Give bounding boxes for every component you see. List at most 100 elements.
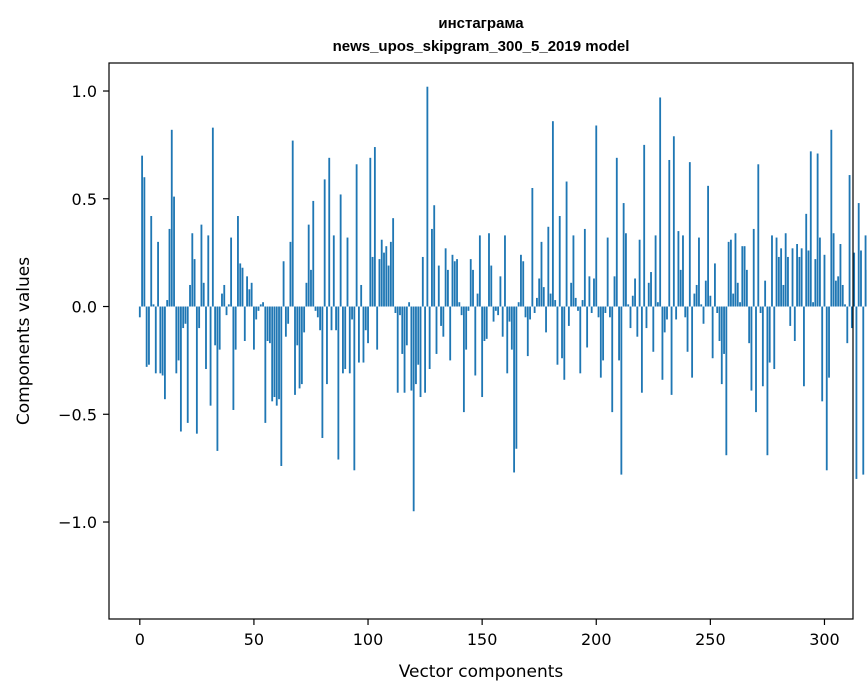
bar (812, 302, 814, 307)
bar (447, 269, 449, 307)
bar (618, 306, 620, 361)
bar (586, 306, 589, 348)
bar (780, 248, 783, 307)
bar (791, 248, 794, 307)
bar (225, 306, 228, 316)
bar (200, 224, 203, 307)
bar (357, 306, 360, 363)
chart-subtitle: news_upos_skipgram_300_5_2019 model (333, 38, 630, 55)
bar (460, 306, 463, 316)
bar (803, 306, 805, 387)
bar (456, 259, 458, 307)
bar (723, 306, 725, 354)
bar (522, 261, 525, 307)
bar (773, 306, 776, 370)
bar (330, 306, 333, 331)
bar (613, 276, 616, 307)
x-axis-label: Vector components (399, 662, 564, 682)
y-axis-label: Components values (14, 257, 34, 425)
bar (727, 241, 730, 307)
bar (164, 306, 166, 400)
bar (766, 306, 769, 456)
bar (588, 276, 591, 307)
bar (627, 304, 630, 307)
bar (316, 306, 319, 318)
bar (707, 185, 709, 307)
bar (864, 235, 867, 307)
bar (841, 284, 844, 307)
bar (264, 306, 267, 423)
bar (572, 235, 575, 307)
bar (702, 306, 705, 324)
bar (517, 302, 520, 307)
bar (700, 304, 703, 307)
bar (458, 302, 461, 307)
bar (159, 306, 162, 374)
bar (686, 306, 689, 352)
bar (666, 306, 668, 320)
bar (759, 306, 762, 313)
bar (353, 306, 356, 471)
bar (821, 306, 824, 402)
bar (595, 125, 598, 307)
bar (844, 304, 846, 307)
bar (492, 306, 495, 322)
bar (574, 297, 577, 307)
bar (275, 306, 278, 406)
bar (280, 306, 283, 466)
bar (570, 282, 573, 307)
bar (138, 306, 141, 318)
bar (583, 228, 586, 307)
bar (453, 261, 456, 307)
bar (834, 280, 837, 307)
bar (250, 282, 253, 307)
bar (862, 306, 865, 475)
bar (476, 293, 479, 307)
bar (401, 306, 404, 354)
bar (351, 306, 353, 320)
bar (262, 302, 264, 307)
bar (597, 306, 600, 318)
bar (643, 144, 646, 307)
bar (567, 306, 570, 326)
bar (348, 306, 351, 374)
bar (556, 306, 559, 365)
bar (558, 216, 561, 307)
bar (732, 293, 735, 307)
x-tick-label: 200 (581, 630, 612, 649)
bar (677, 231, 680, 307)
bar (755, 306, 757, 413)
bar (195, 306, 198, 434)
bar (488, 233, 490, 307)
bar (497, 306, 500, 316)
bar (339, 194, 342, 307)
bar (729, 239, 732, 307)
bar (143, 177, 146, 307)
bar (800, 248, 803, 307)
bar (675, 306, 678, 320)
bar (268, 306, 271, 344)
bar (202, 282, 205, 307)
bar (698, 237, 700, 307)
bar (168, 228, 171, 307)
bar (809, 151, 812, 307)
bar (823, 254, 826, 307)
bar (545, 306, 547, 333)
bar (816, 153, 819, 307)
y-tick-label: 1.0 (72, 82, 97, 101)
bar (170, 129, 173, 307)
bar (764, 280, 767, 307)
bar (775, 237, 778, 307)
bar (186, 306, 189, 423)
bar (577, 306, 579, 311)
bar (239, 263, 242, 307)
bar (579, 306, 582, 374)
bar (444, 248, 447, 307)
bar (177, 306, 180, 361)
bar (494, 306, 497, 311)
bar (326, 306, 328, 385)
bar (606, 237, 609, 307)
bar (371, 256, 374, 307)
bar (748, 306, 751, 344)
bar (622, 203, 625, 307)
